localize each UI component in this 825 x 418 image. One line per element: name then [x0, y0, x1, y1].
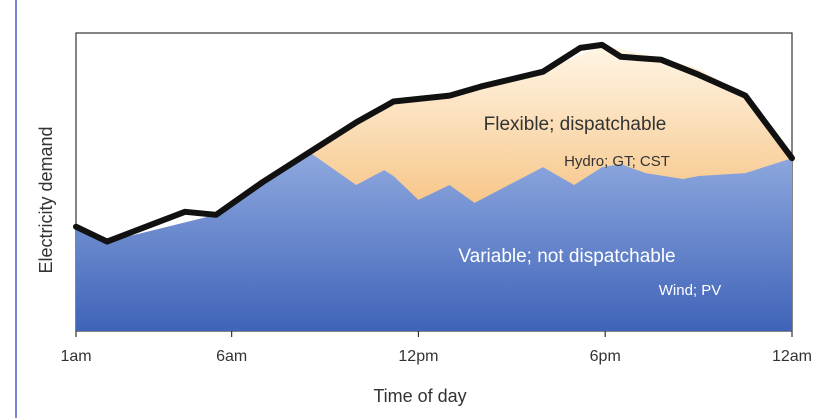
region-label-flexible: Flexible; dispatchable	[484, 114, 667, 135]
x-tick-label: 6am	[216, 348, 247, 365]
y-axis-title: Electricity demand	[36, 126, 56, 273]
demand-line-layer	[73, 41, 795, 245]
region-label-variable: Variable; not dispatchable	[458, 246, 675, 267]
x-axis-title: Time of day	[373, 386, 466, 406]
area-layer	[76, 44, 792, 332]
demand-line	[73, 41, 795, 245]
x-tick-label: 12am	[772, 348, 812, 365]
x-tick-layer: 1am 6am 12pm 6pm 12am	[60, 331, 812, 365]
region-detail-variable: Wind; PV	[659, 282, 722, 299]
area-variable	[76, 152, 792, 331]
x-tick-label: 6pm	[590, 348, 621, 365]
x-tick-label: 1am	[60, 348, 91, 365]
x-tick-label: 12pm	[398, 348, 438, 365]
region-detail-flexible: Hydro; GT; CST	[564, 153, 670, 170]
